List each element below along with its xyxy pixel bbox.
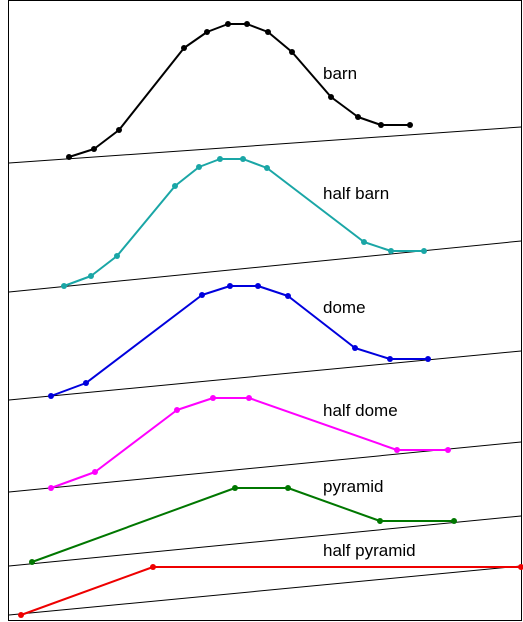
half-barn-label: half barn — [323, 184, 389, 203]
dome-series-line — [50, 285, 428, 397]
dome-point-0 — [48, 393, 54, 399]
barn-point-6 — [244, 21, 250, 27]
dome-label: dome — [323, 298, 366, 317]
dome-baseline — [8, 350, 522, 401]
barn-point-12 — [407, 122, 413, 128]
pyramid-label: pyramid — [323, 477, 383, 496]
barn-point-10 — [355, 114, 361, 120]
half-dome-point-1 — [92, 469, 98, 475]
barn-point-0 — [66, 154, 72, 160]
pyramid-point-3 — [377, 518, 383, 524]
half-barn-point-3 — [172, 183, 178, 189]
half-barn-point-9 — [388, 248, 394, 254]
half-barn-point-1 — [88, 273, 94, 279]
barn-baseline — [8, 126, 522, 164]
series-lines-group — [20, 23, 521, 616]
barn-point-5 — [225, 21, 231, 27]
pyramid-point-0 — [29, 559, 35, 565]
half-dome-point-3 — [210, 395, 216, 401]
half-pyramid-label: half pyramid — [323, 541, 416, 560]
pyramid-point-4 — [451, 518, 457, 524]
dome-point-7 — [387, 356, 393, 362]
half-pyramid-baseline — [8, 565, 522, 616]
pyramid-point-2 — [285, 485, 291, 491]
barn-point-8 — [289, 49, 295, 55]
barn-point-11 — [378, 122, 384, 128]
half-dome-label: half dome — [323, 401, 398, 420]
half-barn-point-6 — [240, 156, 246, 162]
dome-point-4 — [255, 283, 261, 289]
half-barn-point-4 — [196, 164, 202, 170]
series-labels-group: barn half barn dome half dome pyramid half py… — [323, 64, 416, 560]
dome-point-6 — [352, 345, 358, 351]
dome-point-8 — [425, 356, 431, 362]
barn-series-line — [68, 23, 410, 158]
half-dome-point-6 — [445, 447, 451, 453]
half-pyramid-point-1 — [150, 564, 156, 570]
barn-point-1 — [91, 146, 97, 152]
half-dome-point-5 — [394, 447, 400, 453]
barn-point-4 — [204, 29, 210, 35]
half-barn-series-line — [63, 158, 424, 287]
half-dome-point-4 — [246, 395, 252, 401]
half-dome-point-2 — [174, 407, 180, 413]
series-points-group — [18, 21, 523, 618]
half-barn-point-10 — [421, 248, 427, 254]
pyramid-point-1 — [232, 485, 238, 491]
half-pyramid-series-line — [20, 566, 521, 616]
barn-point-7 — [265, 29, 271, 35]
half-barn-point-5 — [217, 156, 223, 162]
dome-point-3 — [227, 283, 233, 289]
baselines-group — [8, 126, 522, 616]
dome-point-5 — [285, 293, 291, 299]
half-barn-point-7 — [264, 165, 270, 171]
barn-label: barn — [323, 64, 357, 83]
half-barn-point-8 — [361, 239, 367, 245]
half-pyramid-point-0 — [18, 612, 24, 618]
half-pyramid-point-2 — [518, 564, 523, 570]
half-barn-point-2 — [114, 253, 120, 259]
half-barn-point-0 — [61, 283, 67, 289]
half-barn-baseline — [8, 240, 522, 293]
barn-point-3 — [181, 45, 187, 51]
barn-point-9 — [328, 94, 334, 100]
barn-point-2 — [116, 127, 122, 133]
half-dome-point-0 — [48, 485, 54, 491]
dome-point-2 — [199, 292, 205, 298]
chart-frame — [8, 0, 522, 621]
dome-point-1 — [83, 380, 89, 386]
pyramid-baseline — [8, 515, 522, 567]
